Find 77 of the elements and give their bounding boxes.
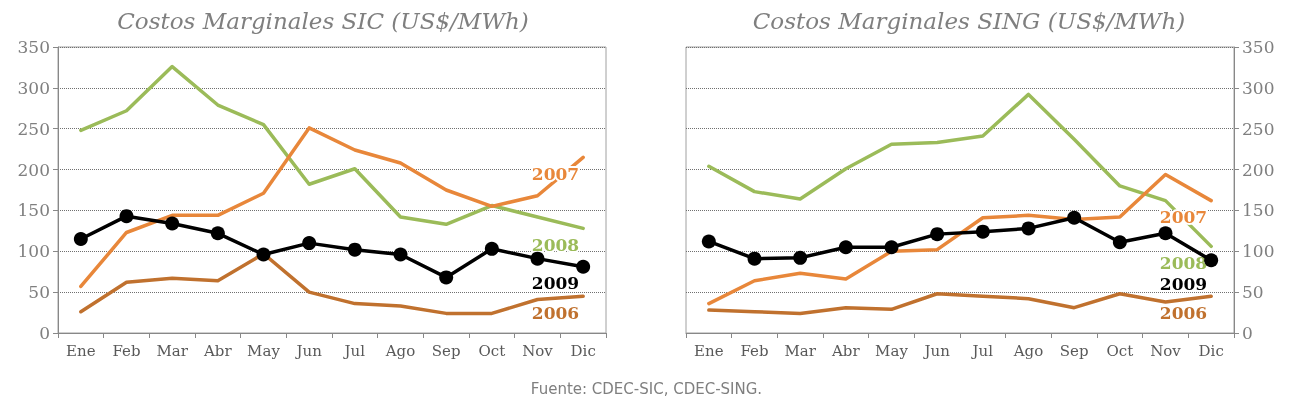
x-tick-label: Sep xyxy=(1059,341,1089,360)
point xyxy=(576,259,591,274)
line-series xyxy=(79,126,585,289)
point xyxy=(975,224,990,239)
x-tick-label: Nov xyxy=(1150,341,1182,360)
y-tick-label: 50 xyxy=(28,282,50,303)
x-tick-label: Jul xyxy=(970,341,994,360)
point xyxy=(793,250,808,265)
x-tick-label: May xyxy=(875,341,909,360)
point xyxy=(73,232,88,247)
x-tick-label: Dic xyxy=(570,341,596,360)
y-tick-label: 0 xyxy=(39,323,50,343)
point xyxy=(302,236,317,251)
y2-tick-label: 150 xyxy=(1242,200,1275,221)
x-tick-label: Abr xyxy=(203,341,233,360)
point xyxy=(119,209,134,224)
series-label: 2008 xyxy=(531,234,580,255)
series-label: 2008 xyxy=(1159,252,1208,273)
point xyxy=(884,240,899,255)
chart-title: Costos Marginales SING (US$/MWh) xyxy=(752,7,1186,34)
y2-tick-label: 200 xyxy=(1242,159,1275,180)
x-tick-label: Ago xyxy=(1012,341,1044,360)
y-tick-label: 200 xyxy=(17,159,50,180)
point xyxy=(393,247,408,262)
y-tick-label: 150 xyxy=(17,200,50,221)
point xyxy=(210,226,225,241)
line-series xyxy=(707,172,1213,306)
y2-tick-label: 100 xyxy=(1242,241,1275,262)
source-note: Fuente: CDEC-SIC, CDEC-SING. xyxy=(529,379,764,400)
x-tick-label: Nov xyxy=(522,341,554,360)
y-tick-label: 250 xyxy=(17,118,50,139)
point xyxy=(1021,221,1036,236)
x-tick-label: Jul xyxy=(342,341,366,360)
x-tick-label: May xyxy=(247,341,281,360)
x-tick-label: Oct xyxy=(1106,341,1134,360)
x-tick-label: Ene xyxy=(694,341,724,360)
series-label: 2006 xyxy=(1159,302,1208,323)
point xyxy=(1067,210,1082,225)
point xyxy=(439,270,454,285)
x-tick-label: Abr xyxy=(831,341,861,360)
y-tick-label: 300 xyxy=(17,77,50,98)
x-tick-label: Jun xyxy=(922,341,951,360)
point xyxy=(838,240,853,255)
line-series xyxy=(79,64,585,231)
point xyxy=(530,251,545,266)
y2-tick-label: 350 xyxy=(1242,37,1275,57)
point xyxy=(484,241,499,256)
x-tick-label: Oct xyxy=(478,341,506,360)
point xyxy=(347,242,362,257)
x-tick-label: Ene xyxy=(66,341,96,360)
series-label: 2006 xyxy=(531,302,580,323)
y-tick-label: 100 xyxy=(17,241,50,262)
series-label: 2009 xyxy=(1159,273,1208,294)
y-tick-label: 350 xyxy=(17,37,50,57)
y2-tick-label: 250 xyxy=(1242,118,1275,139)
point xyxy=(1112,235,1127,250)
x-tick-label: Mar xyxy=(784,341,817,360)
y2-tick-label: 300 xyxy=(1242,77,1275,98)
x-tick-label: Feb xyxy=(740,341,769,360)
point xyxy=(165,216,180,231)
x-tick-label: Ago xyxy=(384,341,416,360)
y2-tick-label: 50 xyxy=(1242,282,1264,303)
x-tick-label: Feb xyxy=(112,341,141,360)
y2-tick-label: 0 xyxy=(1242,323,1253,343)
series-label: 2009 xyxy=(531,273,580,294)
point xyxy=(747,251,762,266)
point xyxy=(1204,253,1219,268)
point xyxy=(930,227,945,242)
x-tick-label: Sep xyxy=(431,341,461,360)
x-tick-label: Dic xyxy=(1198,341,1224,360)
point xyxy=(256,247,271,262)
x-tick-label: Jun xyxy=(294,341,323,360)
point xyxy=(1158,226,1173,241)
line-series xyxy=(707,92,1213,249)
x-tick-label: Mar xyxy=(156,341,189,360)
chart-title: Costos Marginales SIC (US$/MWh) xyxy=(117,7,529,34)
point xyxy=(701,234,716,249)
